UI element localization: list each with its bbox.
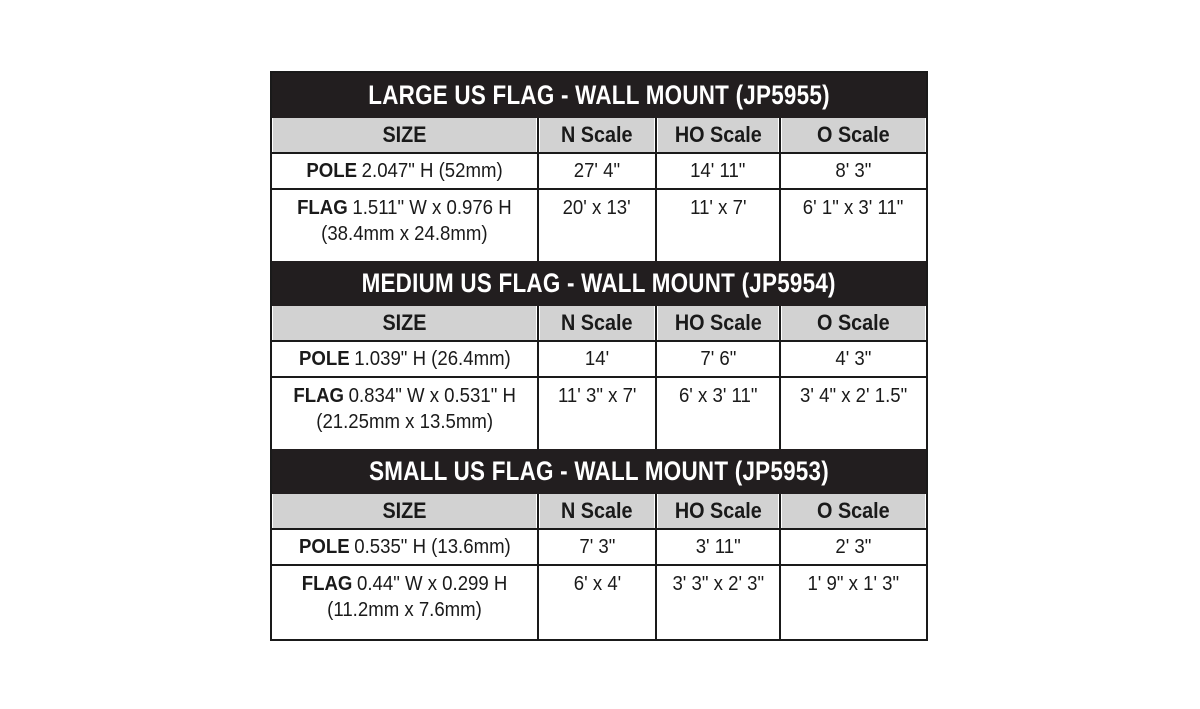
- flag-specs-table: LARGE US FLAG - WALL MOUNT (JP5955) SIZE…: [270, 71, 928, 641]
- pole-label: POLE: [298, 348, 350, 370]
- column-header-o-scale: O Scale: [781, 306, 926, 340]
- column-header-n-scale: N Scale: [539, 118, 657, 152]
- column-header-size: SIZE: [272, 494, 539, 528]
- section-title-medium-text: MEDIUM US FLAG - WALL MOUNT (JP5954): [361, 268, 837, 298]
- flag-size-cell: FLAG 0.44" W x 0.299 H (11.2mm x 7.6mm): [272, 566, 539, 639]
- flag-n-scale-value: 11' 3" x 7': [539, 378, 657, 449]
- flag-ho-scale-value: 6' x 3' 11": [657, 378, 781, 449]
- pole-o-scale-value: 8' 3": [835, 160, 872, 182]
- flag-row-medium: FLAG 0.834" W x 0.531" H (21.25mm x 13.5m…: [272, 378, 926, 449]
- column-header-n-scale: N Scale: [539, 306, 657, 340]
- column-header-size: SIZE: [272, 306, 539, 340]
- column-header-ho-scale: HO Scale: [657, 306, 781, 340]
- flag-size-value: 1.511" W x 0.976 H: [352, 197, 512, 219]
- section-title-large: LARGE US FLAG - WALL MOUNT (JP5955): [272, 73, 926, 118]
- pole-n-scale-value: 14': [539, 342, 657, 376]
- pole-ho-scale-value: 3' 11": [657, 530, 781, 564]
- flag-label: FLAG: [301, 573, 353, 595]
- column-header-o-scale: O Scale: [781, 494, 926, 528]
- pole-ho-scale-value: 14' 11": [657, 154, 781, 188]
- pole-size-value: 2.047" H (52mm): [361, 160, 503, 182]
- flag-size-mm: (11.2mm x 7.6mm): [327, 599, 482, 621]
- pole-label: POLE: [306, 160, 357, 182]
- pole-row-large: POLE 2.047" H (52mm) 27' 4" 14' 11" 8' 3": [272, 154, 926, 190]
- column-header-size: SIZE: [272, 118, 539, 152]
- section-title-large-text: LARGE US FLAG - WALL MOUNT (JP5955): [368, 80, 830, 110]
- flag-row-small: FLAG 0.44" W x 0.299 H (11.2mm x 7.6mm) 6…: [272, 566, 926, 639]
- flag-row-large: FLAG 1.511" W x 0.976 H (38.4mm x 24.8mm)…: [272, 190, 926, 261]
- flag-ho-scale-value: 11' x 7': [657, 190, 781, 261]
- pole-size-cell: POLE 1.039" H (26.4mm): [272, 342, 539, 376]
- flag-size-mm: (21.25mm x 13.5mm): [316, 411, 493, 433]
- pole-size-value: 0.535" H (13.6mm): [353, 536, 511, 558]
- pole-o-scale-value: 4' 3": [835, 348, 872, 370]
- flag-ho-scale-value: 3' 3" x 2' 3": [657, 566, 781, 639]
- column-header-row-medium: SIZE N Scale HO Scale O Scale: [272, 306, 926, 342]
- flag-n-scale-value: 20' x 13': [539, 190, 657, 261]
- flag-label: FLAG: [297, 197, 348, 219]
- flag-o-scale-value: 3' 4" x 2' 1.5": [799, 385, 908, 407]
- pole-n-scale-value: 27' 4": [539, 154, 657, 188]
- pole-row-medium: POLE 1.039" H (26.4mm) 14' 7' 6" 4' 3": [272, 342, 926, 378]
- column-header-n-scale: N Scale: [539, 494, 657, 528]
- pole-o-scale-value: 2' 3": [835, 536, 872, 558]
- flag-size-value: 0.44" W x 0.299 H: [356, 573, 508, 595]
- pole-size-cell: POLE 0.535" H (13.6mm): [272, 530, 539, 564]
- section-title-small-text: SMALL US FLAG - WALL MOUNT (JP5953): [369, 456, 829, 486]
- flag-o-scale-value: 1' 9" x 1' 3": [807, 573, 900, 595]
- column-header-ho-scale: HO Scale: [657, 494, 781, 528]
- flag-size-value: 0.834" W x 0.531" H: [348, 385, 516, 407]
- section-title-medium: MEDIUM US FLAG - WALL MOUNT (JP5954): [272, 261, 926, 306]
- column-header-o-scale: O Scale: [781, 118, 926, 152]
- pole-n-scale-value: 7' 3": [539, 530, 657, 564]
- pole-row-small: POLE 0.535" H (13.6mm) 7' 3" 3' 11" 2' 3": [272, 530, 926, 566]
- flag-n-scale-value: 6' x 4': [539, 566, 657, 639]
- pole-size-value: 1.039" H (26.4mm): [353, 348, 511, 370]
- flag-o-scale-value: 6' 1" x 3' 11": [803, 197, 904, 219]
- flag-size-mm: (38.4mm x 24.8mm): [321, 223, 488, 245]
- pole-label: POLE: [298, 536, 350, 558]
- column-header-ho-scale: HO Scale: [657, 118, 781, 152]
- flag-size-cell: FLAG 1.511" W x 0.976 H (38.4mm x 24.8mm): [272, 190, 539, 261]
- pole-size-cell: POLE 2.047" H (52mm): [272, 154, 539, 188]
- section-title-small: SMALL US FLAG - WALL MOUNT (JP5953): [272, 449, 926, 494]
- pole-ho-scale-value: 7' 6": [657, 342, 781, 376]
- column-header-row-small: SIZE N Scale HO Scale O Scale: [272, 494, 926, 530]
- flag-label: FLAG: [293, 385, 344, 407]
- flag-size-cell: FLAG 0.834" W x 0.531" H (21.25mm x 13.5m…: [272, 378, 539, 449]
- column-header-row-large: SIZE N Scale HO Scale O Scale: [272, 118, 926, 154]
